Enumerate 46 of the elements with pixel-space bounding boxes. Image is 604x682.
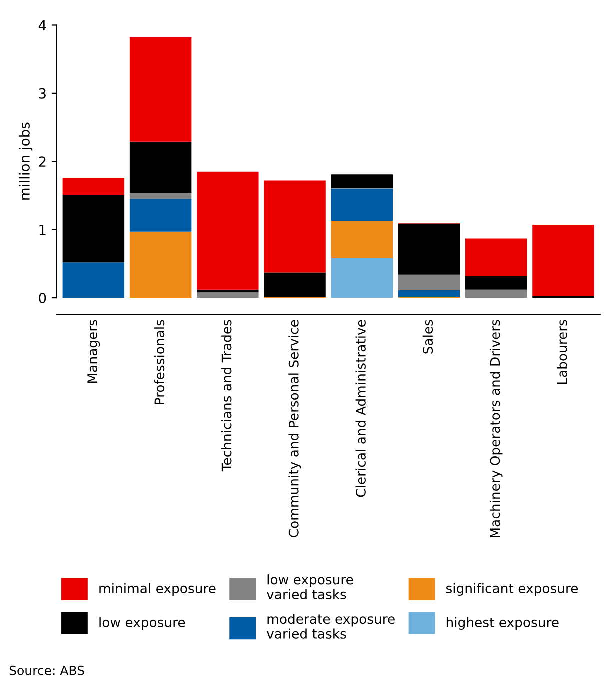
- x-tick-label: Professionals: [154, 320, 165, 404]
- x-tick-label: Managers: [88, 320, 100, 383]
- bar: [197, 292, 259, 298]
- x-tick-label: Labourers: [557, 320, 568, 384]
- bar: [398, 274, 460, 291]
- bar: [264, 180, 326, 273]
- bar: [130, 38, 192, 142]
- bar: [331, 258, 394, 298]
- y-tick-label: 1: [40, 224, 46, 236]
- y-tick-label: 2: [39, 156, 46, 167]
- legend-label: minimal exposure: [100, 583, 216, 596]
- legend-label: low exposure varied tasks: [266, 574, 354, 600]
- bar: [264, 272, 326, 298]
- bar: [465, 290, 528, 298]
- bar: [331, 174, 394, 188]
- bar: [197, 290, 259, 293]
- legend-label: moderate exposure varied tasks: [266, 614, 395, 639]
- bar: [130, 199, 192, 232]
- bar: [532, 225, 594, 296]
- x-tick-label: Sales: [422, 320, 434, 354]
- bar: [62, 195, 125, 263]
- bar: [398, 224, 460, 275]
- y-tick-label: 3: [39, 88, 46, 99]
- bar: [62, 178, 125, 196]
- bar: [465, 276, 528, 290]
- y-axis-title: million jobs: [19, 122, 33, 200]
- bar: [130, 142, 192, 194]
- bar: [130, 193, 192, 200]
- legend-label: highest exposure: [446, 617, 559, 630]
- bar: [62, 262, 125, 298]
- x-tick-label: Community and Personal Service: [288, 320, 302, 538]
- bar: [398, 290, 460, 298]
- legend-label: low exposure: [100, 617, 186, 630]
- y-tick-label: 4: [38, 20, 46, 31]
- bar: [465, 238, 528, 276]
- x-tick-label: Clerical and Administrative: [356, 320, 366, 498]
- bar: [331, 188, 394, 221]
- bar: [331, 220, 394, 258]
- source-note: Source: ABS: [10, 666, 84, 676]
- x-tick-label: Technicians and Trades: [222, 320, 232, 472]
- y-tick-label: 0: [39, 293, 46, 304]
- bar: [197, 172, 259, 290]
- bar: [130, 232, 192, 298]
- legend-label: significant exposure: [446, 583, 578, 596]
- bar: [532, 296, 594, 298]
- x-tick-label: Machinery Operators and Drivers: [490, 320, 503, 538]
